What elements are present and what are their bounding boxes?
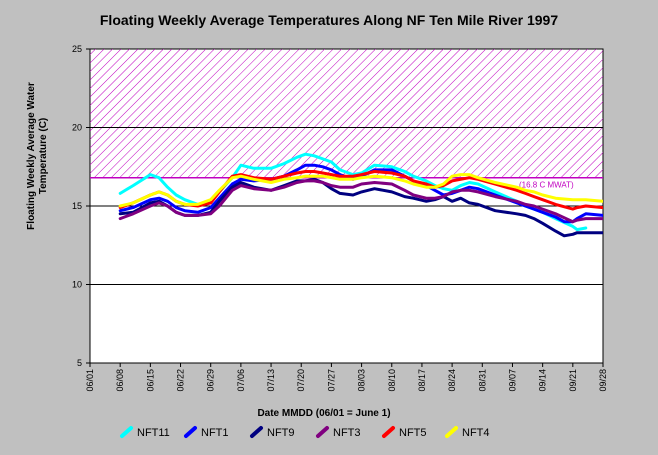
y-tick-label: 10 xyxy=(72,280,82,290)
series-lines xyxy=(118,152,603,238)
x-tick-label: 09/28 xyxy=(598,369,608,392)
x-tick-label: 08/10 xyxy=(387,369,397,392)
chart-title: Floating Weekly Average Temperatures Alo… xyxy=(100,12,558,28)
y-tick-label: 5 xyxy=(77,358,82,368)
x-tick-label: 07/13 xyxy=(266,369,276,392)
x-tick-label: 09/21 xyxy=(568,369,578,392)
x-tick-label: 09/14 xyxy=(538,369,548,392)
legend-swatch-nft9 xyxy=(250,426,263,438)
y-axis-label: Floating Weekly Average Water Temperatur… xyxy=(26,82,49,230)
legend-swatch-nft1 xyxy=(184,426,197,438)
legend-label-nft3: NFT3 xyxy=(333,427,361,439)
legend-swatch-nft5 xyxy=(382,426,395,438)
x-tick-label: 06/15 xyxy=(145,369,155,392)
x-tick-label: 07/06 xyxy=(236,369,246,392)
legend-swatch-nft11 xyxy=(120,426,133,438)
x-tick-label: 06/08 xyxy=(115,369,125,392)
legend-swatch-nft4 xyxy=(445,426,458,438)
y-tick-label: 25 xyxy=(72,44,82,54)
x-tick-label: 07/27 xyxy=(326,369,336,392)
legend-label-nft4: NFT4 xyxy=(462,427,490,439)
x-tick-label: 06/22 xyxy=(176,369,186,392)
legend-label-nft9: NFT9 xyxy=(267,427,295,439)
x-tick-label: 08/24 xyxy=(447,369,457,392)
legend-label-nft1: NFT1 xyxy=(201,427,229,439)
legend: NFT11 NFT1 NFT9 NFT3 NFT5 NFT4 xyxy=(120,426,490,439)
legend-label-nft5: NFT5 xyxy=(399,427,427,439)
y-tick-label: 15 xyxy=(72,201,82,211)
y-tick-label: 20 xyxy=(72,123,82,133)
x-axis-label: Date MMDD (06/01 = June 1) xyxy=(257,408,390,419)
axes: 5 10 15 20 25 06/01 06/08 06/15 06/22 06/29 07/06 0… xyxy=(72,44,608,392)
threshold-hatch xyxy=(90,49,603,178)
legend-swatch-nft3 xyxy=(316,426,329,438)
x-tick-label: 08/03 xyxy=(357,369,367,392)
threshold-zone: (16.8 C MWAT) xyxy=(90,49,603,190)
x-tick-label: 08/31 xyxy=(477,369,487,392)
x-tick-label: 09/07 xyxy=(507,369,517,392)
x-tick-label: 08/17 xyxy=(417,369,427,392)
x-tick-label: 06/01 xyxy=(85,369,95,392)
x-tick-label: 06/29 xyxy=(206,369,216,392)
series-nft3 xyxy=(118,179,603,224)
series-nft5 xyxy=(118,170,603,211)
threshold-label: (16.8 C MWAT) xyxy=(519,181,574,190)
x-tick-label: 07/20 xyxy=(296,369,306,392)
series-nft4 xyxy=(118,173,603,208)
y-axis-label-line-1: Floating Weekly Average Water xyxy=(26,82,37,230)
legend-label-nft11: NFT11 xyxy=(137,427,170,439)
y-axis-label-line-2: Temperature (C) xyxy=(38,118,49,195)
